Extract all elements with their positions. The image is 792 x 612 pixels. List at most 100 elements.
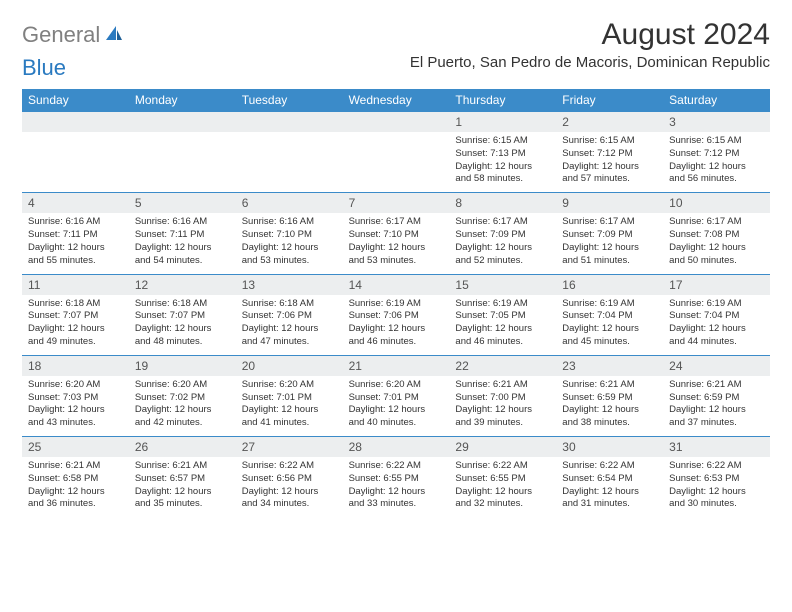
day-line: Sunrise: 6:17 AM [669,216,764,229]
day-line: Daylight: 12 hours and 36 minutes. [28,486,123,512]
day-line: Daylight: 12 hours and 39 minutes. [455,404,550,430]
day-number: 25 [22,437,129,457]
day-line: Daylight: 12 hours and 56 minutes. [669,161,764,187]
day-line: Sunrise: 6:19 AM [669,298,764,311]
day-line: Sunrise: 6:21 AM [455,379,550,392]
day-line: Daylight: 12 hours and 43 minutes. [28,404,123,430]
day-number: 13 [236,275,343,295]
day-line: Sunrise: 6:20 AM [28,379,123,392]
day-line: Daylight: 12 hours and 48 minutes. [135,323,230,349]
week-daynum-row: 11121314151617 [22,274,770,295]
week-daynum-row: 25262728293031 [22,436,770,457]
day-cell: Sunrise: 6:17 AMSunset: 7:08 PMDaylight:… [663,213,770,273]
day-number: 12 [129,275,236,295]
day-line: Sunrise: 6:18 AM [135,298,230,311]
day-cell: Sunrise: 6:21 AMSunset: 6:58 PMDaylight:… [22,457,129,517]
week-daynum-row: 18192021222324 [22,355,770,376]
day-header: Saturday [663,89,770,111]
day-line: Sunrise: 6:20 AM [242,379,337,392]
day-line: Daylight: 12 hours and 33 minutes. [349,486,444,512]
day-headers: Sunday Monday Tuesday Wednesday Thursday… [22,89,770,111]
day-cell: Sunrise: 6:17 AMSunset: 7:09 PMDaylight:… [556,213,663,273]
day-line: Daylight: 12 hours and 45 minutes. [562,323,657,349]
day-line: Daylight: 12 hours and 53 minutes. [242,242,337,268]
logo: General [22,22,126,48]
day-line: Sunset: 7:10 PM [242,229,337,242]
day-header: Tuesday [236,89,343,111]
day-number: 5 [129,193,236,213]
week-daynum-row: 45678910 [22,192,770,213]
day-number: 4 [22,193,129,213]
day-line: Sunrise: 6:15 AM [455,135,550,148]
day-number [129,112,236,132]
day-header: Wednesday [343,89,450,111]
day-line: Sunset: 6:55 PM [455,473,550,486]
day-cell: Sunrise: 6:16 AMSunset: 7:11 PMDaylight:… [129,213,236,273]
logo-sail-icon [104,24,124,47]
day-line: Sunset: 7:06 PM [242,310,337,323]
week-content-row: Sunrise: 6:20 AMSunset: 7:03 PMDaylight:… [22,376,770,436]
logo-text-blue: Blue [22,55,66,81]
day-number: 21 [343,356,450,376]
day-line: Daylight: 12 hours and 46 minutes. [349,323,444,349]
day-line: Sunrise: 6:15 AM [562,135,657,148]
day-cell [343,132,450,192]
day-line: Sunset: 7:00 PM [455,392,550,405]
logo-text-gray: General [22,22,100,48]
day-line: Sunset: 7:07 PM [28,310,123,323]
day-line: Sunrise: 6:18 AM [242,298,337,311]
day-number: 2 [556,112,663,132]
day-line: Sunset: 7:04 PM [562,310,657,323]
day-line: Daylight: 12 hours and 49 minutes. [28,323,123,349]
day-cell: Sunrise: 6:22 AMSunset: 6:54 PMDaylight:… [556,457,663,517]
weeks-container: 123Sunrise: 6:15 AMSunset: 7:13 PMDaylig… [22,111,770,517]
day-line: Sunset: 7:13 PM [455,148,550,161]
day-line: Sunset: 6:56 PM [242,473,337,486]
day-line: Daylight: 12 hours and 52 minutes. [455,242,550,268]
week-content-row: Sunrise: 6:18 AMSunset: 7:07 PMDaylight:… [22,295,770,355]
day-cell: Sunrise: 6:18 AMSunset: 7:07 PMDaylight:… [22,295,129,355]
day-number: 14 [343,275,450,295]
day-line: Sunrise: 6:16 AM [28,216,123,229]
day-line: Sunset: 7:11 PM [28,229,123,242]
day-cell: Sunrise: 6:19 AMSunset: 7:04 PMDaylight:… [556,295,663,355]
day-line: Sunrise: 6:19 AM [349,298,444,311]
location: El Puerto, San Pedro de Macoris, Dominic… [410,54,770,71]
day-line: Daylight: 12 hours and 38 minutes. [562,404,657,430]
day-line: Daylight: 12 hours and 57 minutes. [562,161,657,187]
day-number: 26 [129,437,236,457]
day-line: Sunset: 7:11 PM [135,229,230,242]
day-cell: Sunrise: 6:16 AMSunset: 7:10 PMDaylight:… [236,213,343,273]
day-line: Daylight: 12 hours and 46 minutes. [455,323,550,349]
day-line: Daylight: 12 hours and 40 minutes. [349,404,444,430]
day-line: Sunset: 6:53 PM [669,473,764,486]
day-cell: Sunrise: 6:22 AMSunset: 6:53 PMDaylight:… [663,457,770,517]
day-line: Sunset: 6:54 PM [562,473,657,486]
day-number: 3 [663,112,770,132]
day-number: 17 [663,275,770,295]
day-line: Daylight: 12 hours and 31 minutes. [562,486,657,512]
day-line: Sunrise: 6:22 AM [669,460,764,473]
day-cell: Sunrise: 6:15 AMSunset: 7:13 PMDaylight:… [449,132,556,192]
day-line: Sunset: 7:07 PM [135,310,230,323]
day-number [343,112,450,132]
day-cell: Sunrise: 6:21 AMSunset: 6:59 PMDaylight:… [663,376,770,436]
day-number: 9 [556,193,663,213]
day-line: Sunset: 7:01 PM [349,392,444,405]
day-number: 19 [129,356,236,376]
day-cell: Sunrise: 6:20 AMSunset: 7:03 PMDaylight:… [22,376,129,436]
day-cell: Sunrise: 6:17 AMSunset: 7:10 PMDaylight:… [343,213,450,273]
week-content-row: Sunrise: 6:16 AMSunset: 7:11 PMDaylight:… [22,213,770,273]
day-cell: Sunrise: 6:18 AMSunset: 7:06 PMDaylight:… [236,295,343,355]
day-line: Sunset: 6:58 PM [28,473,123,486]
day-line: Sunrise: 6:21 AM [669,379,764,392]
day-line: Sunrise: 6:19 AM [562,298,657,311]
day-line: Daylight: 12 hours and 32 minutes. [455,486,550,512]
day-line: Sunrise: 6:16 AM [242,216,337,229]
day-cell: Sunrise: 6:21 AMSunset: 7:00 PMDaylight:… [449,376,556,436]
day-number: 8 [449,193,556,213]
week-content-row: Sunrise: 6:21 AMSunset: 6:58 PMDaylight:… [22,457,770,517]
day-line: Sunset: 7:02 PM [135,392,230,405]
day-header: Monday [129,89,236,111]
day-number: 1 [449,112,556,132]
